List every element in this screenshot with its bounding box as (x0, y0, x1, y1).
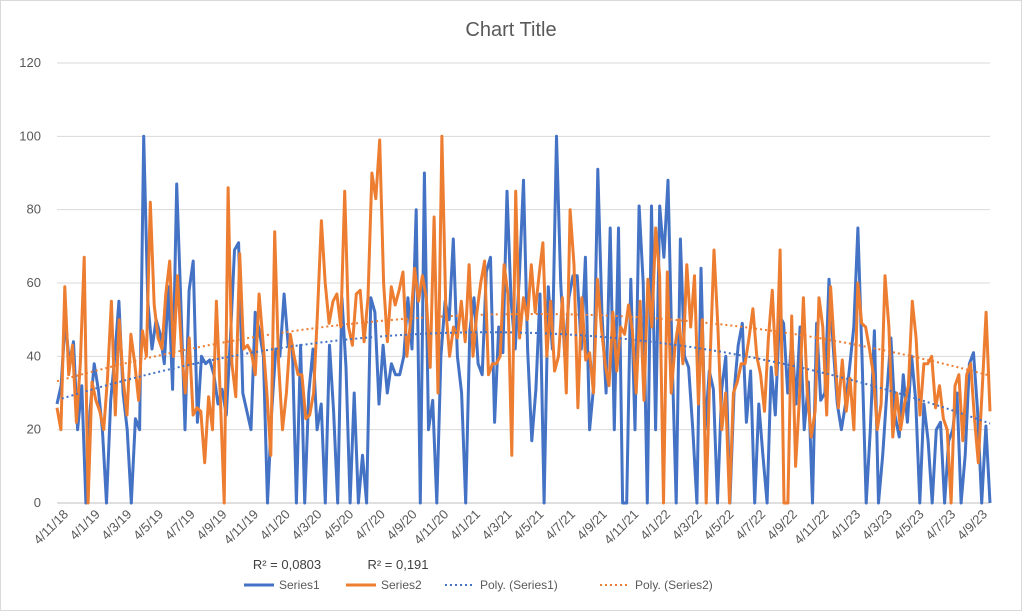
gridlines (57, 62, 990, 504)
x-tick-label: 4/5/19 (130, 507, 166, 543)
x-tick-label: 4/11/18 (31, 507, 72, 548)
x-tick-label: 4/7/21 (542, 507, 578, 543)
trendline-series2 (56, 313, 991, 383)
trendline-series1 (56, 331, 991, 425)
x-axis-labels: 4/11/184/1/194/3/194/5/194/7/194/9/194/1… (31, 507, 991, 548)
x-tick-label: 4/7/22 (732, 507, 768, 543)
x-tick-label: 4/3/22 (669, 507, 705, 543)
y-tick-label: 60 (27, 275, 41, 290)
legend-label: Poly. (Series1) (480, 578, 558, 592)
legend: Series1 Series2 Poly. (Series1) Poly. (Seri… (244, 578, 713, 592)
y-axis-labels: 0 20 40 60 80 100 120 (19, 55, 41, 510)
x-tick-label: 4/1/20 (257, 507, 293, 543)
y-tick-label: 0 (34, 495, 41, 510)
x-tick-label: 4/3/20 (288, 507, 324, 543)
x-tick-label: 4/1/21 (447, 507, 483, 543)
trendlines (56, 313, 991, 425)
y-tick-label: 120 (19, 55, 41, 70)
x-tick-label: 4/1/22 (637, 507, 673, 543)
x-tick-label: 4/1/19 (67, 507, 103, 543)
x-tick-label: 4/5/20 (320, 507, 356, 543)
x-tick-label: 4/5/23 (891, 507, 927, 543)
x-tick-label: 4/11/21 (601, 507, 642, 548)
chart-title: Chart Title (465, 19, 556, 41)
x-tick-label: 4/7/20 (352, 507, 388, 543)
x-tick-label: 4/11/20 (411, 507, 452, 548)
x-tick-label: 4/5/21 (510, 507, 546, 543)
x-tick-label: 4/11/22 (791, 507, 832, 548)
legend-label: Poly. (Series2) (635, 578, 713, 592)
x-tick-label: 4/11/19 (221, 507, 262, 548)
x-tick-label: 4/5/22 (700, 507, 736, 543)
y-tick-label: 20 (27, 422, 41, 437)
y-tick-label: 80 (27, 202, 41, 217)
series2-r-squared: R² = 0,191 (367, 557, 428, 572)
x-tick-label: 4/7/23 (922, 507, 958, 543)
series-line-series2 (55, 134, 992, 505)
legend-label: Series2 (381, 578, 422, 592)
y-tick-label: 100 (19, 128, 41, 143)
x-tick-label: 4/3/23 (859, 507, 895, 543)
x-tick-label: 4/3/19 (98, 507, 134, 543)
series-lines (55, 134, 992, 505)
x-tick-label: 4/1/23 (827, 507, 863, 543)
series-line-series1 (55, 134, 992, 505)
series1-r-squared: R² = 0,0803 (253, 557, 321, 572)
x-tick-label: 4/9/23 (954, 507, 990, 543)
x-tick-label: 4/7/19 (162, 507, 198, 543)
legend-label: Series1 (279, 578, 320, 592)
y-tick-label: 40 (27, 348, 41, 363)
x-tick-label: 4/3/21 (479, 507, 515, 543)
